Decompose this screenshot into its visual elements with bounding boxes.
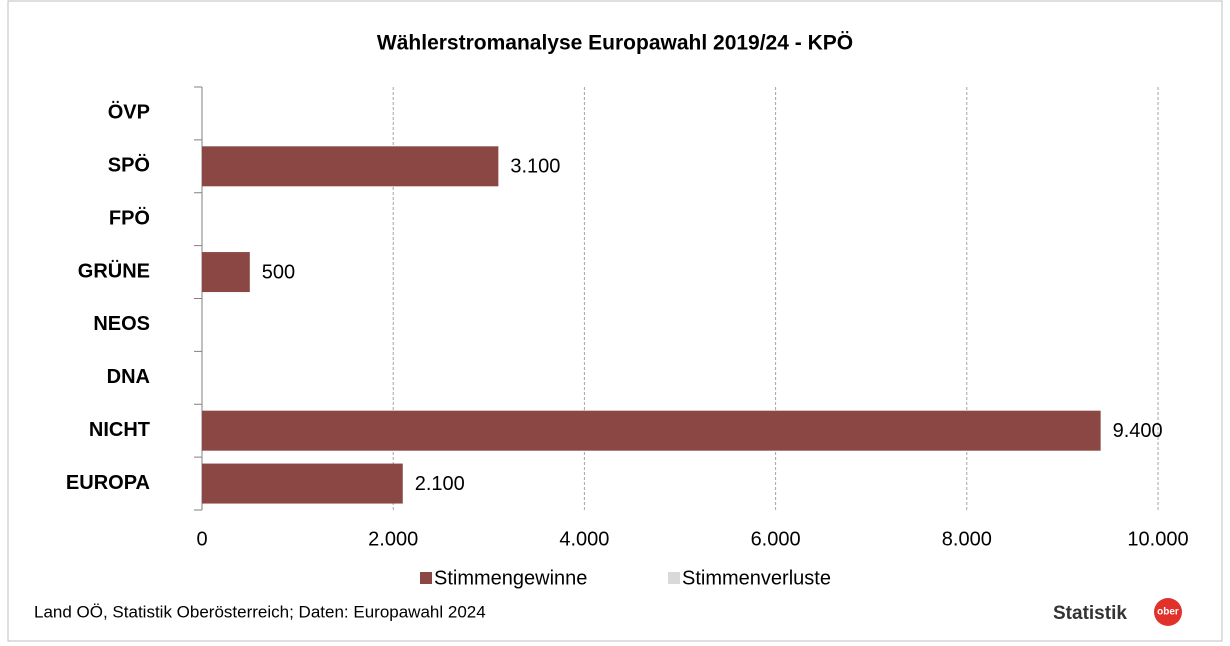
y-tick-label: NEOS	[93, 313, 150, 335]
y-tick-label: SPÖ	[108, 154, 150, 177]
bar	[202, 252, 250, 293]
x-tick-label: 2.000	[368, 528, 418, 550]
y-tick-label: GRÜNE	[78, 259, 150, 282]
x-tick-label: 0	[196, 528, 207, 550]
y-tick-label: DNA	[107, 366, 150, 388]
bar	[202, 410, 1101, 451]
legend-label: Stimmengewinne	[434, 567, 587, 589]
y-tick-label: NICHT	[89, 419, 150, 441]
chart-border	[7, 0, 1223, 642]
x-tick-label: 6.000	[751, 528, 801, 550]
logo-badge-text: ober	[1157, 607, 1179, 618]
legend-swatch	[420, 572, 432, 584]
y-tick-label: FPÖ	[109, 206, 150, 229]
bar	[202, 463, 403, 504]
x-tick-label: 4.000	[559, 528, 609, 550]
logo-badge	[1154, 598, 1182, 626]
source: Land OÖ, Statistik Oberösterreich; Daten…	[34, 602, 486, 621]
legend-label: Stimmenverluste	[682, 567, 831, 589]
bar	[202, 146, 499, 187]
logo-text: Statistik	[1053, 603, 1127, 624]
data-label: 9.400	[1113, 420, 1163, 442]
y-tick-label: ÖVP	[108, 101, 150, 124]
chart-title: Wählerstromanalyse Europawahl 2019/24 - …	[377, 32, 853, 55]
y-tick-label: EUROPA	[66, 472, 150, 494]
legend-swatch	[668, 572, 680, 584]
data-label: 500	[262, 261, 295, 283]
x-tick-label: 8.000	[942, 528, 992, 550]
data-label: 2.100	[415, 473, 465, 495]
data-label: 3.100	[510, 156, 560, 178]
x-tick-label: 10.000	[1127, 528, 1188, 550]
